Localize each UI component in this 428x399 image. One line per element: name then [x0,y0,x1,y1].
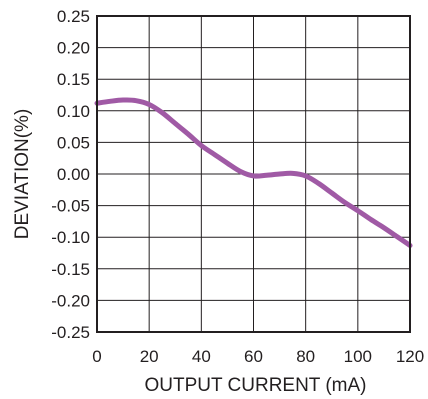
x-tick-label: 60 [244,347,263,366]
x-tick-label: 20 [140,347,159,366]
x-tick-label: 40 [192,347,211,366]
y-tick-label: 0.25 [57,7,90,26]
y-tick-labels: 0.25 0.20 0.15 0.10 0.05 0.00 -0.05 -0.10 -0.15 -… [51,7,90,342]
x-tick-labels: 0 20 40 60 80 100 120 [92,347,424,366]
plot-frame [96,15,411,333]
x-tick-label: 100 [344,347,372,366]
x-tick-label: 0 [92,347,101,366]
y-tick-label: 0.10 [57,102,90,121]
series-line-deviation [94,97,413,248]
y-tick-label: 0.20 [57,39,90,58]
series-group [94,97,413,248]
y-tick-label: -0.15 [51,260,90,279]
y-tick-label: -0.10 [51,228,90,247]
y-axis-label: DEVIATION(%) [12,109,33,240]
y-tick-label: -0.25 [51,323,90,342]
y-tick-label: 0.15 [57,70,90,89]
y-tick-label: -0.20 [51,291,90,310]
x-axis-label: OUTPUT CURRENT (mA) [144,375,366,396]
x-tick-label: 80 [296,347,315,366]
x-tick-label: 120 [396,347,424,366]
y-tick-label: -0.05 [51,197,90,216]
y-tick-label: 0.05 [57,133,90,152]
y-tick-label: 0.00 [57,165,90,184]
